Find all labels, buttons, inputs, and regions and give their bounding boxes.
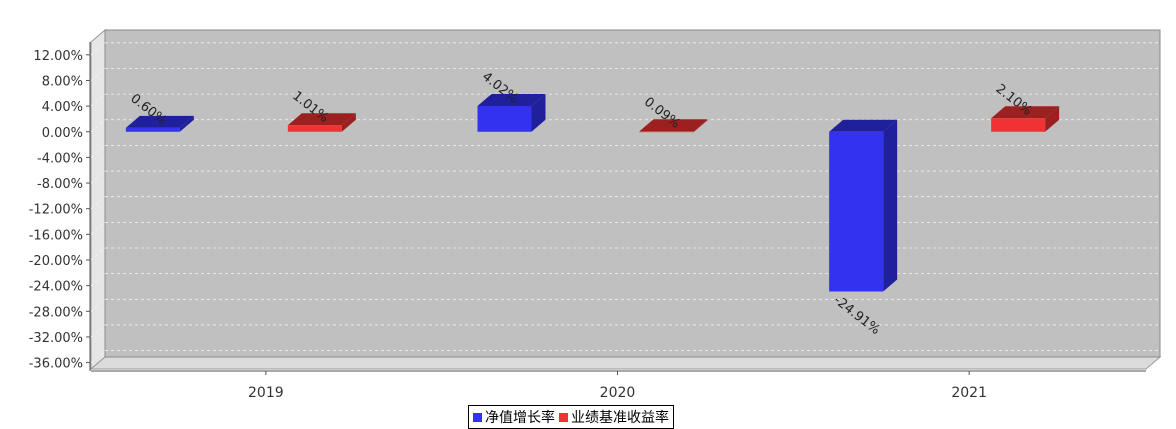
y-tick-label: -4.00% [37, 151, 83, 166]
bar-side-业绩基准收益率-2019 [341, 113, 356, 132]
bar-top-业绩基准收益率-2019 [287, 113, 356, 126]
y-tick-label: -36.00% [29, 357, 83, 372]
bar-side-业绩基准收益率-2021 [1045, 106, 1060, 132]
x-tick-label: 2019 [248, 385, 284, 401]
bar-top-业绩基准收益率-2021 [991, 106, 1060, 119]
bar-业绩基准收益率-2021 [991, 118, 1046, 132]
bar-top-净值增长率-2019 [125, 115, 194, 128]
y-tick-label: 12.00% [33, 49, 83, 64]
bar-净值增长率-2019 [125, 127, 180, 132]
legend-swatch-series-2 [559, 412, 568, 422]
legend-swatch-series-1 [473, 412, 482, 422]
bar-side-业绩基准收益率-2020 [693, 119, 708, 133]
bar-净值增长率-2021 [829, 131, 884, 292]
bar-side-净值增长率-2020 [531, 93, 546, 132]
bar-净值增长率-2020 [477, 105, 532, 132]
y-tick-label: -12.00% [29, 203, 83, 218]
plot-left-wall [90, 28, 106, 371]
bar-side-净值增长率-2019 [179, 115, 194, 132]
y-tick-label: -20.00% [29, 254, 83, 269]
bar-业绩基准收益率-2020 [639, 131, 694, 133]
plot-floor [89, 356, 1162, 370]
bar-side-净值增长率-2021 [883, 119, 898, 292]
y-tick-label: -16.00% [29, 228, 83, 243]
y-tick-label: 8.00% [42, 74, 83, 89]
y-tick-label: -8.00% [37, 177, 83, 192]
chart-legend: 净值增长率 业绩基准收益率 [468, 405, 674, 429]
y-tick-label: -28.00% [29, 305, 83, 320]
legend-label-series-1: 净值增长率 [485, 410, 555, 426]
bar-top-业绩基准收益率-2020 [639, 119, 708, 132]
bar-top-净值增长率-2021 [829, 119, 898, 132]
legend-item-series-2: 业绩基准收益率 [559, 407, 669, 427]
legend-item-series-1: 净值增长率 [473, 407, 555, 427]
y-tick-label: -32.00% [29, 331, 83, 346]
legend-label-series-2: 业绩基准收益率 [571, 410, 669, 426]
y-tick-label: 0.00% [42, 126, 83, 141]
x-tick-label: 2020 [600, 385, 636, 401]
y-tick-label: -24.00% [29, 280, 83, 295]
bar-业绩基准收益率-2019 [287, 125, 342, 132]
x-tick-label: 2021 [951, 385, 987, 401]
y-tick-label: 4.00% [42, 100, 83, 115]
bar-top-净值增长率-2020 [477, 93, 546, 106]
plot-background [104, 29, 1161, 358]
